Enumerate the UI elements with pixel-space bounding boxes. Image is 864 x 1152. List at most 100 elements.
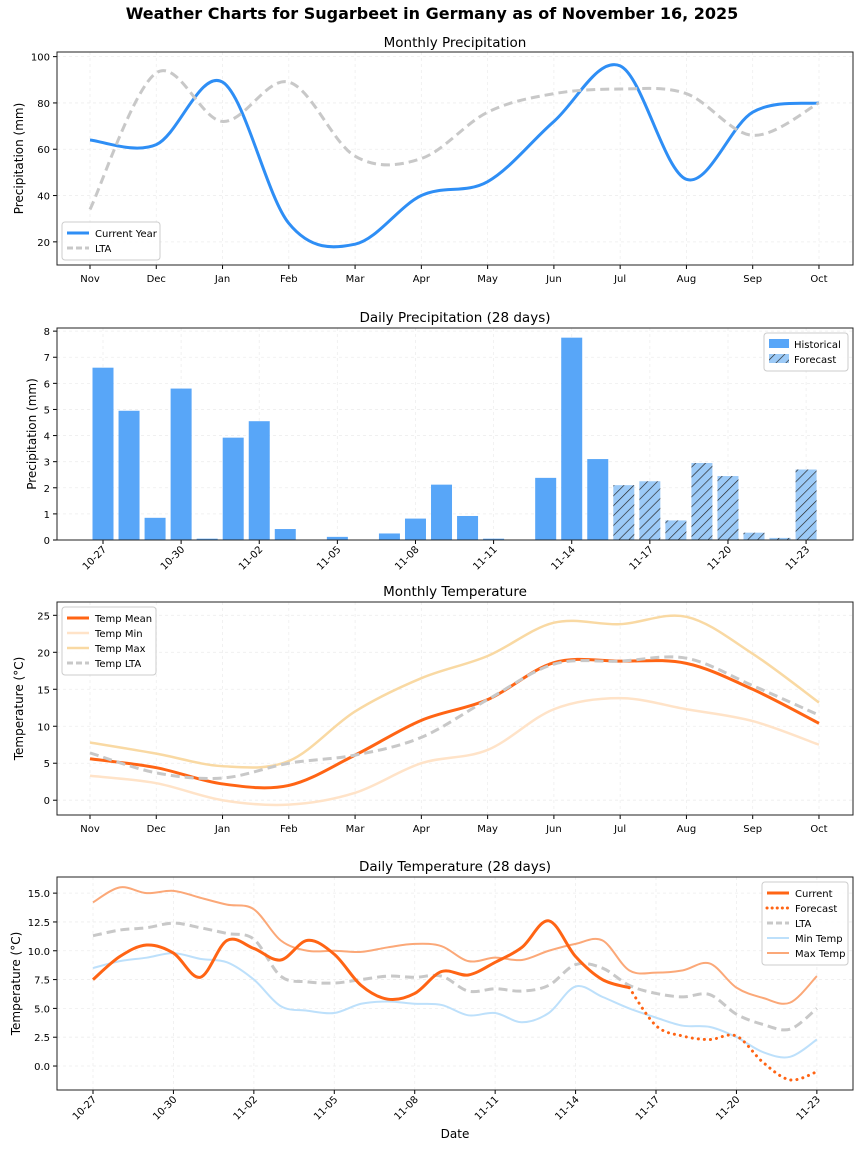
- legend: Historical Forecast: [763, 332, 849, 372]
- x-tick-label: Apr: [413, 824, 431, 835]
- y-tick-label: 15.0: [28, 889, 50, 900]
- historical-bar: [457, 515, 479, 540]
- x-axis-label: Date: [441, 1127, 470, 1141]
- historical-bar: [326, 536, 348, 540]
- x-tick-label: 11-02: [237, 544, 265, 572]
- forecast-bar: [665, 520, 687, 540]
- historical-bar: [404, 518, 426, 540]
- legend-label: Max Temp: [795, 949, 846, 960]
- x-tick-label: Jan: [214, 274, 230, 285]
- legend-swatch: [769, 339, 789, 348]
- historical-bar: [118, 410, 140, 540]
- chart-panel-4: 0.0 2.5 5.0 7.5 10.0 12.5 15.0 10-27 10-30 11-02 1…: [9, 859, 854, 1141]
- chart-title: Daily Precipitation (28 days): [360, 310, 551, 326]
- x-tick-label: 11-08: [393, 544, 421, 572]
- series-line-current: [92, 919, 630, 1002]
- x-tick-label: 11-20: [706, 544, 734, 572]
- historical-bar: [144, 517, 166, 540]
- x-tick-label: Oct: [810, 824, 827, 835]
- y-tick-label: 10.0: [28, 947, 50, 958]
- legend-label: Temp Mean: [94, 614, 152, 625]
- plot-frame: [56, 876, 854, 1091]
- chart-title: Daily Temperature (28 days): [359, 859, 551, 875]
- legend-label: Current Year: [95, 229, 158, 240]
- plot-frame: [56, 327, 854, 541]
- x-tick-label: Feb: [280, 274, 298, 285]
- y-tick-label: 5.0: [34, 1004, 50, 1015]
- legend-swatch: [769, 354, 789, 363]
- y-tick-label: 8: [44, 327, 50, 338]
- chart-panel-1: 20 40 60 80 100 Nov Dec Jan Feb Mar Apr May Jun Jul Au…: [12, 35, 854, 285]
- y-tick-label: 10: [37, 722, 50, 733]
- historical-bar: [92, 367, 114, 540]
- legend-box: [61, 606, 157, 676]
- figure-title: Weather Charts for Sugarbeet in Germany …: [126, 4, 739, 23]
- x-tick-label: Apr: [413, 274, 431, 285]
- y-tick-label: 7.5: [34, 976, 50, 987]
- y-tick-label: 15: [37, 685, 50, 696]
- x-tick-label: Feb: [280, 824, 298, 835]
- x-tick-label: Jun: [545, 824, 562, 835]
- forecast-bar: [795, 469, 817, 540]
- x-tick-label: 10-27: [71, 1094, 99, 1122]
- legend-box: [761, 881, 849, 966]
- y-tick-label: 0: [44, 796, 50, 807]
- historical-bar: [248, 421, 270, 540]
- historical-bar: [222, 437, 244, 540]
- y-tick-label: 40: [37, 192, 50, 203]
- y-tick-label: 20: [37, 238, 50, 249]
- series-line-lta: [92, 921, 818, 1032]
- historical-bar: [587, 459, 609, 540]
- y-tick-label: 5: [44, 405, 50, 416]
- plot-frame: [56, 51, 854, 266]
- x-tick-label: 11-14: [553, 1094, 581, 1122]
- x-tick-label: Nov: [80, 274, 100, 285]
- y-tick-label: 25: [37, 611, 50, 622]
- y-tick-label: 4: [44, 432, 50, 443]
- x-tick-label: 10-30: [151, 1094, 179, 1122]
- x-tick-label: Dec: [147, 274, 166, 285]
- y-axis-label: Precipitation (mm): [12, 103, 26, 215]
- legend-label: LTA: [795, 919, 812, 930]
- historical-bar: [431, 484, 453, 540]
- x-tick-label: 11-05: [315, 544, 343, 572]
- x-tick-label: 11-23: [795, 1094, 823, 1122]
- legend-label: Current: [795, 889, 833, 900]
- y-axis-label: Temperature (°C): [9, 932, 23, 1037]
- y-tick-label: 100: [31, 53, 50, 64]
- y-tick-label: 6: [44, 379, 50, 390]
- x-tick-label: Jan: [214, 824, 230, 835]
- x-tick-label: Sep: [743, 824, 762, 835]
- x-tick-label: 11-11: [471, 544, 499, 572]
- x-tick-label: Jun: [545, 274, 562, 285]
- x-tick-label: May: [477, 274, 498, 285]
- x-tick-label: Dec: [147, 824, 166, 835]
- y-tick-label: 20: [37, 648, 50, 659]
- series-line-temp-mean: [89, 657, 820, 790]
- legend-label: Temp Max: [94, 644, 146, 655]
- series-line-lta: [88, 69, 820, 211]
- series-line-temp-max: [89, 614, 820, 769]
- x-tick-label: Mar: [346, 824, 366, 835]
- legend: Current Year LTA: [61, 221, 161, 261]
- historical-bar: [196, 538, 218, 540]
- x-tick-label: 11-23: [784, 544, 812, 572]
- forecast-bar: [743, 532, 765, 540]
- x-tick-label: 10-27: [81, 544, 109, 572]
- x-tick-label: 11-11: [473, 1094, 501, 1122]
- forecast-bar: [613, 485, 635, 540]
- x-tick-label: Mar: [346, 274, 366, 285]
- chart-panel-3: 0 5 10 15 20 25 Nov Dec Jan Feb Mar Apr May Jun Jul Aug…: [12, 584, 854, 835]
- x-tick-label: Nov: [80, 824, 100, 835]
- y-tick-label: 80: [37, 99, 50, 110]
- x-tick-label: Jul: [613, 824, 626, 835]
- x-tick-label: May: [477, 824, 498, 835]
- legend-label: Min Temp: [795, 934, 843, 945]
- historical-bar: [561, 337, 583, 540]
- legend: Current Forecast LTA Min Temp Max Temp: [761, 881, 849, 966]
- y-tick-label: 2.5: [34, 1033, 50, 1044]
- x-tick-label: Aug: [677, 274, 697, 285]
- legend-label: Forecast: [795, 904, 837, 915]
- historical-bar: [378, 533, 400, 540]
